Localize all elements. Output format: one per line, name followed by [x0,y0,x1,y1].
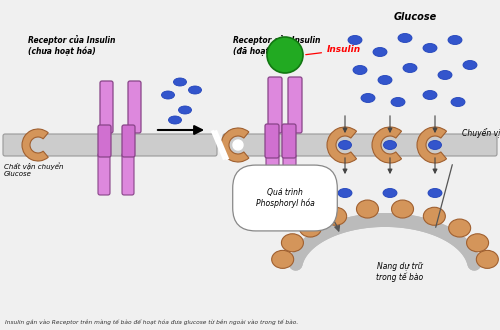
FancyBboxPatch shape [282,124,296,158]
Ellipse shape [466,234,488,252]
Ellipse shape [451,97,465,107]
Text: Glucose: Glucose [394,12,436,22]
Ellipse shape [272,250,293,268]
Wedge shape [22,129,48,161]
Wedge shape [372,127,402,163]
Ellipse shape [428,141,442,149]
FancyBboxPatch shape [265,124,279,158]
FancyBboxPatch shape [266,154,279,198]
Ellipse shape [448,219,470,237]
Ellipse shape [463,60,477,70]
Ellipse shape [423,44,437,52]
Ellipse shape [383,188,397,197]
FancyBboxPatch shape [3,134,217,156]
Ellipse shape [448,36,462,45]
FancyBboxPatch shape [283,154,296,198]
Ellipse shape [188,86,202,94]
Ellipse shape [391,97,405,107]
FancyBboxPatch shape [223,134,497,156]
Ellipse shape [174,78,186,86]
Wedge shape [221,128,249,162]
Ellipse shape [438,71,452,80]
Text: Receptor của Insulin
(chưa hoạt hóa): Receptor của Insulin (chưa hoạt hóa) [28,35,116,56]
Ellipse shape [361,93,375,103]
Ellipse shape [356,200,378,218]
Ellipse shape [428,188,442,197]
FancyBboxPatch shape [100,81,113,133]
Ellipse shape [324,207,346,225]
Circle shape [233,140,243,150]
Ellipse shape [424,207,446,225]
Ellipse shape [353,65,367,75]
Ellipse shape [423,90,437,100]
Ellipse shape [398,34,412,43]
Ellipse shape [338,188,352,197]
Wedge shape [327,127,356,163]
Ellipse shape [300,219,322,237]
Ellipse shape [178,106,192,114]
Text: Receptor của Insulin
(đã hoạt hóa): Receptor của Insulin (đã hoạt hóa) [233,35,320,56]
Ellipse shape [168,116,181,124]
FancyBboxPatch shape [122,153,134,195]
Ellipse shape [403,63,417,73]
Text: Insulin gắn vào Receptor trên màng tế bào để hoạt hóa đưa glucose từ bên ngoài v: Insulin gắn vào Receptor trên màng tế bà… [5,319,298,325]
Text: Chuyển vị: Chuyển vị [462,128,500,138]
Ellipse shape [378,76,392,84]
FancyBboxPatch shape [288,77,302,133]
FancyBboxPatch shape [122,125,135,157]
Text: Quá trình
Phosphoryl hóa: Quá trình Phosphoryl hóa [256,188,314,208]
FancyBboxPatch shape [268,77,282,133]
Ellipse shape [162,91,174,99]
Ellipse shape [282,234,304,252]
Ellipse shape [338,141,351,149]
Ellipse shape [384,141,396,149]
Text: Chất vận chuyển
Glucose: Chất vận chuyển Glucose [4,162,64,177]
Text: Insulin: Insulin [306,46,361,55]
FancyBboxPatch shape [128,81,141,133]
Ellipse shape [348,36,362,45]
Ellipse shape [392,200,413,218]
Text: Nang dự trữ
trong tế bào: Nang dự trữ trong tế bào [376,262,424,282]
FancyBboxPatch shape [98,125,111,157]
Circle shape [267,37,303,73]
Ellipse shape [373,48,387,56]
Ellipse shape [476,250,498,268]
Wedge shape [417,127,446,163]
FancyBboxPatch shape [98,153,110,195]
